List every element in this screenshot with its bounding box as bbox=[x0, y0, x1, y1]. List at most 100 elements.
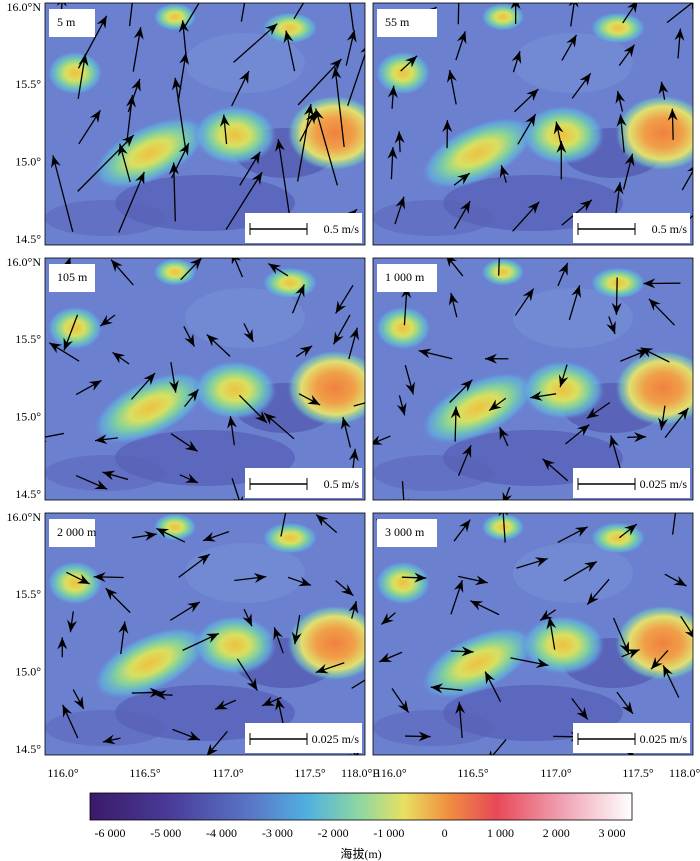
current-arrow-head bbox=[295, 284, 305, 298]
current-arrow-head bbox=[126, 95, 136, 108]
current-arrow-head bbox=[233, 495, 244, 500]
current-arrow-head bbox=[56, 3, 67, 7]
colorbar-tick-label: -5 000 bbox=[150, 826, 181, 840]
current-arrow-head bbox=[583, 561, 597, 572]
current-arrow-head bbox=[360, 47, 365, 53]
current-arrow-head bbox=[459, 519, 471, 533]
panel-frame bbox=[372, 2, 694, 246]
current-arrow-shaft bbox=[666, 3, 693, 24]
current-arrow-head bbox=[381, 612, 394, 625]
current-arrow-head bbox=[93, 572, 106, 583]
scale-label: 0.025 m/s bbox=[312, 732, 360, 746]
current-arrow-shaft bbox=[401, 481, 405, 500]
current-arrow-head bbox=[184, 473, 198, 483]
current-arrow-shaft bbox=[280, 513, 287, 537]
current-arrow-head bbox=[648, 298, 661, 311]
current-arrow-head bbox=[571, 285, 581, 299]
current-arrow-head bbox=[470, 600, 484, 611]
current-arrow-head bbox=[316, 514, 329, 527]
current-arrow-head bbox=[511, 51, 522, 64]
current-arrow-head bbox=[290, 513, 291, 514]
y-tick-label: 15.0° bbox=[15, 664, 41, 678]
panel-label-box bbox=[377, 519, 437, 547]
current-arrow-head bbox=[459, 201, 471, 215]
current-arrow-head bbox=[609, 435, 619, 449]
current-arrow-shaft bbox=[570, 3, 575, 27]
current-arrow-head bbox=[67, 619, 78, 633]
panel-label: 105 m bbox=[57, 270, 88, 284]
current-arrow-head bbox=[156, 528, 170, 539]
current-arrow-head bbox=[627, 3, 638, 14]
current-arrow-head bbox=[179, 143, 189, 157]
current-arrow-head bbox=[626, 649, 640, 659]
current-arrow-head bbox=[251, 172, 263, 185]
current-arrow-head bbox=[619, 641, 629, 655]
current-arrow-head bbox=[105, 588, 118, 601]
current-arrow-head bbox=[535, 658, 549, 668]
current-arrow-shaft bbox=[177, 52, 187, 103]
terrain bbox=[373, 513, 693, 755]
y-tick-label: 15.0° bbox=[15, 409, 41, 423]
current-arrow-head bbox=[298, 576, 312, 587]
colorbar-tick-label: 1 000 bbox=[487, 826, 514, 840]
current-arrow-head bbox=[387, 146, 398, 160]
current-arrow-head bbox=[484, 353, 497, 364]
current-arrow-head bbox=[154, 689, 167, 700]
current-arrow-head bbox=[215, 699, 229, 710]
current-arrow-head bbox=[461, 445, 472, 459]
current-arrow-shaft bbox=[457, 3, 460, 25]
y-tick-label: 15.5° bbox=[15, 77, 41, 91]
current-arrow-shaft bbox=[347, 52, 365, 106]
current-arrow-head bbox=[346, 29, 357, 43]
current-arrow-head bbox=[335, 300, 347, 314]
current-arrow-head bbox=[100, 314, 113, 327]
current-arrow-head bbox=[315, 663, 329, 674]
current-arrow-head bbox=[349, 749, 359, 755]
current-arrow-head bbox=[299, 345, 313, 357]
current-arrow-head bbox=[398, 498, 409, 500]
current-arrow-head bbox=[63, 337, 73, 351]
x-tick-label: 116.0° bbox=[47, 766, 79, 780]
scale-label: 0.5 m/s bbox=[324, 222, 360, 236]
y-tick-label: 15.5° bbox=[15, 332, 41, 346]
current-arrow-head bbox=[102, 734, 116, 745]
panel-frame bbox=[44, 2, 366, 246]
panel-label-box bbox=[49, 519, 95, 547]
current-arrow-shaft bbox=[233, 258, 244, 278]
y-tick-label: 14.5° bbox=[15, 742, 41, 756]
current-arrow-head bbox=[574, 526, 588, 537]
current-arrow-head bbox=[667, 108, 678, 121]
current-arrow-head bbox=[651, 656, 663, 670]
colorbar bbox=[89, 792, 633, 821]
current-arrow-head bbox=[94, 479, 108, 490]
current-arrow-head bbox=[663, 665, 673, 679]
current-arrow-shaft bbox=[492, 739, 507, 755]
current-arrow-head bbox=[587, 592, 599, 605]
current-arrow-head bbox=[184, 440, 198, 452]
current-arrow-shaft bbox=[45, 432, 65, 438]
current-arrow-head bbox=[404, 55, 418, 68]
current-arrow-head bbox=[677, 407, 689, 421]
current-arrow-head bbox=[253, 573, 267, 584]
colorbar-tick-label: -2 000 bbox=[318, 826, 349, 840]
current-arrow-head bbox=[405, 381, 415, 395]
current-arrow-head bbox=[144, 530, 157, 541]
scale-label: 0.5 m/s bbox=[324, 477, 360, 491]
current-arrow-head bbox=[498, 513, 509, 517]
current-arrow-head bbox=[121, 135, 134, 148]
current-arrow-head bbox=[397, 699, 409, 713]
current-arrow-head bbox=[348, 448, 359, 462]
current-arrow-head bbox=[643, 278, 656, 289]
current-arrow-head bbox=[455, 701, 466, 715]
current-arrow-shaft bbox=[52, 155, 74, 232]
x-tick-label: 117.0° bbox=[540, 766, 572, 780]
current-arrow-head bbox=[474, 575, 488, 586]
current-arrow-head bbox=[344, 209, 357, 222]
terrain bbox=[45, 3, 365, 245]
current-arrow-head bbox=[542, 458, 555, 471]
colorbar-tick-label: 0 bbox=[442, 826, 448, 840]
current-arrow-shaft bbox=[351, 679, 365, 689]
scale-label: 0.5 m/s bbox=[652, 222, 688, 236]
current-arrow-head bbox=[621, 701, 633, 714]
colorbar-tick-label: -1 000 bbox=[373, 826, 404, 840]
